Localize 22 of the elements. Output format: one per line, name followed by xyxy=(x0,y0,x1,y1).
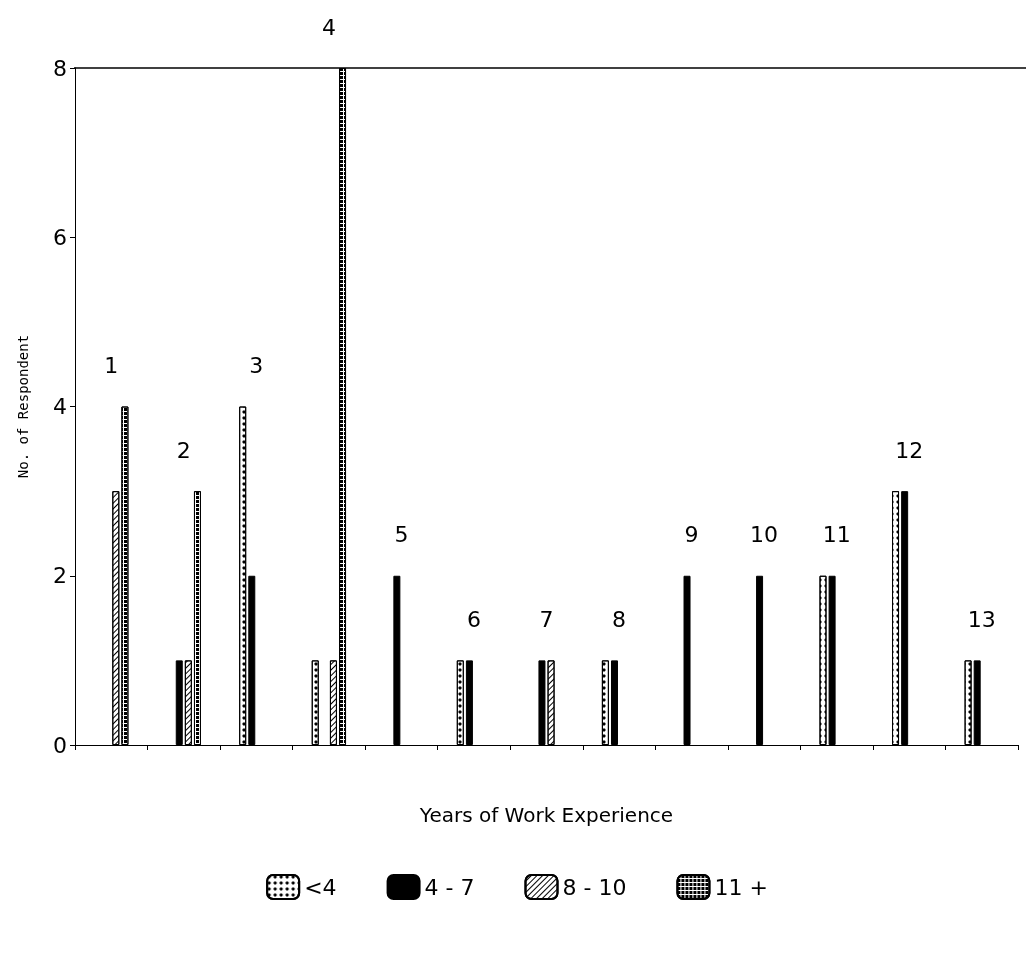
x-tick-label: 8 xyxy=(612,606,627,632)
y-tick-label: 6 xyxy=(53,224,67,250)
legend-label: 11 + xyxy=(714,874,768,900)
x-tick-label: 10 xyxy=(750,522,779,548)
x-tick-label: 3 xyxy=(249,353,264,378)
legend-label: 4 - 7 xyxy=(424,874,475,900)
legend-label: <4 xyxy=(304,874,337,900)
y-tick-label: 8 xyxy=(53,55,67,81)
y-axis-title: No. of Respondent xyxy=(15,334,31,479)
x-tick-label: 12 xyxy=(895,437,924,463)
x-tick-label: 5 xyxy=(394,522,409,548)
y-tick-label: 0 xyxy=(53,732,67,758)
x-tick-label: 1 xyxy=(104,353,119,378)
x-tick-label: 13 xyxy=(967,606,996,632)
x-tick-label: 11 xyxy=(822,522,851,548)
legend-label: 8 - 10 xyxy=(562,874,627,900)
y-tick-label: 4 xyxy=(53,394,67,419)
x-tick-label: 9 xyxy=(684,522,699,548)
x-tick-label: 7 xyxy=(539,606,554,632)
x-tick-label: 6 xyxy=(466,606,481,632)
y-tick-label: 2 xyxy=(53,563,67,589)
x-axis-title: Years of Work Experience xyxy=(418,803,674,827)
